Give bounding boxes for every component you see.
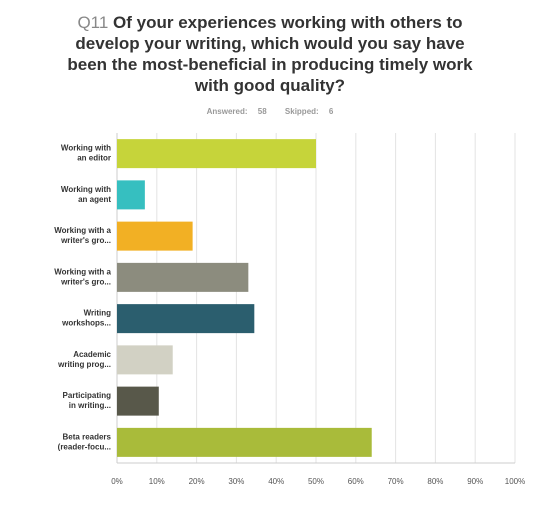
category-label: Participating in writing... xyxy=(63,391,112,410)
answered-value: 58 xyxy=(257,107,267,116)
category-label-line: writer's gro... xyxy=(60,236,111,245)
response-stats: Answered: 58 Skipped: 6 xyxy=(0,107,540,116)
category-label-line: Participating xyxy=(63,391,112,400)
tick-label: 40% xyxy=(268,477,284,486)
category-label-line: Working with a xyxy=(54,267,111,276)
category-label: Working with a writer's gro... xyxy=(54,226,111,245)
bar[interactable] xyxy=(117,180,145,210)
tick-labels: 0% 10% 20% 30% 40% 50% 60% 70% 80% 90% 100% xyxy=(111,477,525,486)
skipped-value: 6 xyxy=(328,107,334,116)
question-title: Q11 Of your experiences working with oth… xyxy=(60,12,480,96)
gridlines xyxy=(116,133,516,464)
bar[interactable] xyxy=(117,139,316,169)
category-label: Beta readers (reader-focu... xyxy=(58,432,112,451)
question-text: Of your experiences working with others … xyxy=(67,13,473,95)
skipped-stat: Skipped: 6 xyxy=(281,107,337,116)
category-label-line: writing prog... xyxy=(57,360,111,369)
category-label: Academic writing prog... xyxy=(57,350,111,369)
tick-label: 100% xyxy=(505,477,525,486)
category-label: Working with an agent xyxy=(61,185,111,204)
answered-stat: Answered: 58 xyxy=(203,107,273,116)
bar[interactable] xyxy=(117,304,255,334)
category-label-line: workshops... xyxy=(61,319,111,328)
bar[interactable] xyxy=(117,427,372,457)
tick-label: 0% xyxy=(111,477,123,486)
question-number: Q11 xyxy=(77,13,109,32)
tick-label: 10% xyxy=(149,477,165,486)
category-label-line: an agent xyxy=(78,195,111,204)
tick-label: 50% xyxy=(308,477,324,486)
category-label-line: an editor xyxy=(77,154,111,163)
bar[interactable] xyxy=(117,345,173,375)
tick-label: 60% xyxy=(348,477,364,486)
bars xyxy=(117,139,372,457)
bar[interactable] xyxy=(117,386,159,416)
tick-label: 30% xyxy=(228,477,244,486)
category-label-line: Working with xyxy=(61,144,111,153)
bar[interactable] xyxy=(117,262,249,292)
category-label-line: in writing... xyxy=(69,401,111,410)
answered-label: Answered: xyxy=(206,107,248,116)
category-label-line: Academic xyxy=(73,350,111,359)
category-label-line: Beta readers xyxy=(63,432,112,441)
category-label: Writing workshops... xyxy=(61,309,111,328)
category-label: Working with a writer's gro... xyxy=(54,267,111,286)
category-label-line: (reader-focu... xyxy=(58,442,111,451)
category-label-line: writer's gro... xyxy=(60,277,111,286)
category-label-line: Working with a xyxy=(54,226,111,235)
skipped-label: Skipped: xyxy=(284,107,319,116)
category-label-line: Writing xyxy=(84,309,112,318)
bar[interactable] xyxy=(117,221,193,251)
tick-label: 80% xyxy=(427,477,443,486)
category-label-line: Working with xyxy=(61,185,111,194)
tick-label: 70% xyxy=(388,477,404,486)
tick-label: 90% xyxy=(467,477,483,486)
tick-label: 20% xyxy=(189,477,205,486)
category-label: Working with an editor xyxy=(61,144,111,163)
